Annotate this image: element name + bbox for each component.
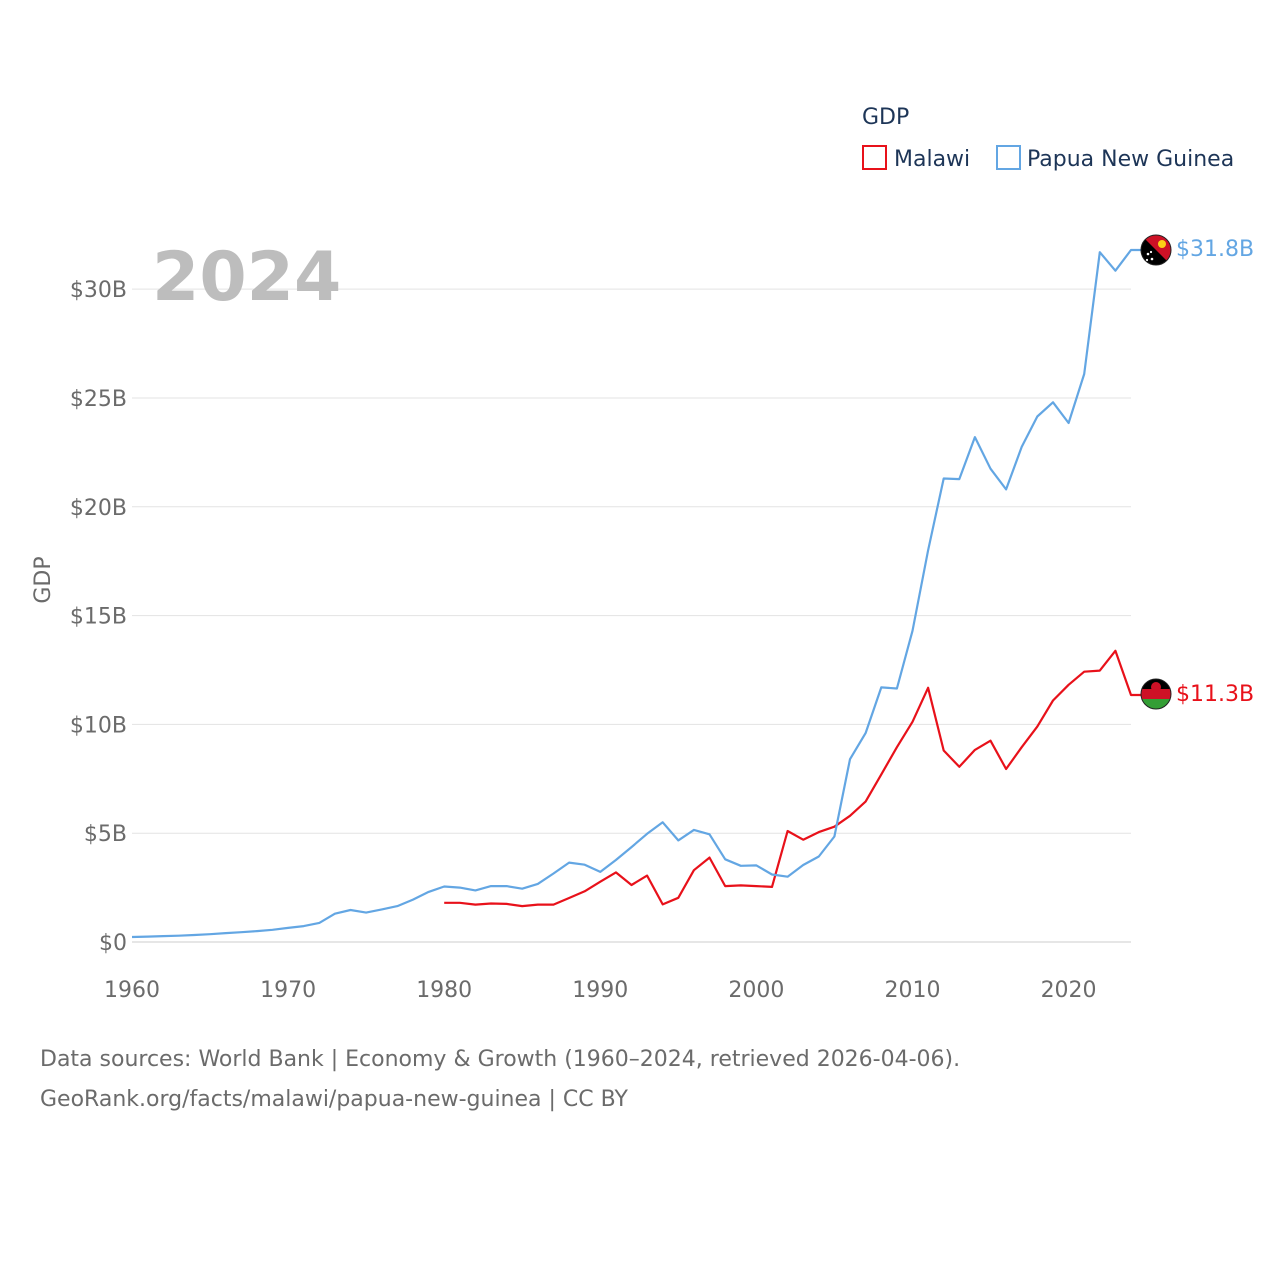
end-label-malawi: $11.3B <box>1176 682 1254 707</box>
legend-item-papua-new-guinea[interactable]: Papua New Guinea <box>996 145 1234 172</box>
y-tick-label: $20B <box>70 496 127 521</box>
series-line-papua-new-guinea[interactable] <box>131 248 1141 939</box>
x-tick-label: 1980 <box>416 978 472 1003</box>
x-tick-label: 2000 <box>728 978 784 1003</box>
legend-item-malawi[interactable]: Malawi <box>862 145 970 172</box>
y-tick-label: $10B <box>70 713 127 738</box>
year-label: 2024 <box>152 238 341 317</box>
x-tick-label: 2010 <box>884 978 940 1003</box>
x-tick-label: 1990 <box>572 978 628 1003</box>
y-tick-label: $0 <box>99 931 127 956</box>
x-axis-ticks: 1960 1970 1980 1990 2000 2010 2020 <box>104 978 1097 1003</box>
x-tick-label: 1960 <box>104 978 160 1003</box>
y-axis-ticks: $0 $5B $10B $15B $20B $25B $30B <box>70 278 127 956</box>
y-axis-title: GDP <box>31 556 56 603</box>
gdp-line-chart: GDP Malawi Papua New Guinea $0 $5B $10B $15… <box>31 105 1254 1003</box>
legend-swatch-malawi <box>862 145 887 170</box>
grid <box>132 288 1131 943</box>
legend-title: GDP <box>862 105 909 130</box>
y-tick-label: $30B <box>70 278 127 303</box>
legend-label-papua-new-guinea: Papua New Guinea <box>1027 147 1234 172</box>
source-url-text: GeoRank.org/facts/malawi/papua-new-guine… <box>40 1087 628 1112</box>
legend: GDP Malawi Papua New Guinea <box>862 105 1234 172</box>
y-tick-label: $5B <box>84 822 127 847</box>
footer: Data sources: World Bank | Economy & Gro… <box>40 1040 1240 1120</box>
malawi-flag-icon <box>1140 678 1172 710</box>
series-line-malawi[interactable] <box>444 649 1141 908</box>
legend-label-malawi: Malawi <box>894 147 970 172</box>
x-tick-label: 1970 <box>260 978 316 1003</box>
x-tick-label: 2020 <box>1041 978 1097 1003</box>
data-sources-text: Data sources: World Bank | Economy & Gro… <box>40 1047 961 1072</box>
y-tick-label: $25B <box>70 387 127 412</box>
series-lines <box>131 248 1141 939</box>
y-tick-label: $15B <box>70 605 127 630</box>
papua-new-guinea-flag-icon <box>1140 234 1172 266</box>
legend-swatch-papua-new-guinea <box>996 145 1021 170</box>
end-label-papua-new-guinea: $31.8B <box>1176 237 1254 262</box>
